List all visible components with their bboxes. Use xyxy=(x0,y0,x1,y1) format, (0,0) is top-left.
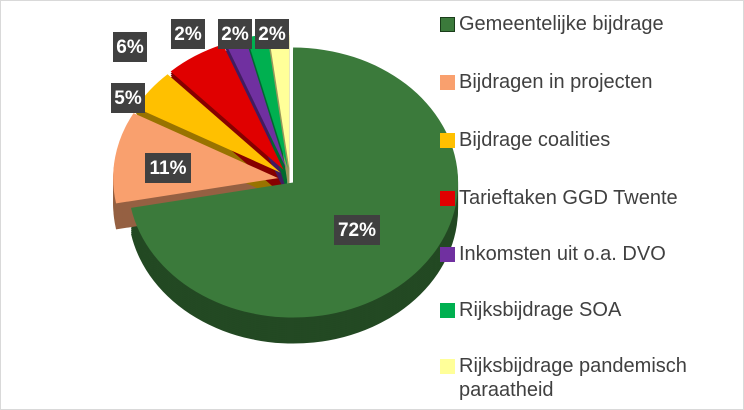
data-label: 2% xyxy=(258,24,286,45)
legend-swatch xyxy=(440,359,455,374)
legend-swatch xyxy=(440,303,455,318)
data-label-box xyxy=(145,153,191,183)
pie xyxy=(113,33,459,344)
slice xyxy=(170,44,284,170)
legend-label: Gemeentelijke bijdrage xyxy=(459,13,664,35)
data-label-box xyxy=(111,83,145,113)
slice xyxy=(225,37,287,169)
data-label-box xyxy=(334,215,380,245)
legend-item: Tarieftaken GGD Twente xyxy=(440,186,725,210)
data-label: 6% xyxy=(116,37,144,58)
legend-label: Rijksbijdrage SOA xyxy=(459,299,622,321)
legend-item: Bijdrage coalities xyxy=(440,128,725,152)
legend-label: Rijksbijdrage pandemisch paraatheid xyxy=(459,355,687,401)
legend-item: Rijksbijdrage pandemisch paraatheid xyxy=(440,354,725,402)
slice xyxy=(135,74,281,173)
legend-item: Rijksbijdrage SOA xyxy=(440,298,725,322)
data-label: 5% xyxy=(114,88,142,109)
slice xyxy=(131,47,459,318)
data-label: 2% xyxy=(174,24,202,45)
legend-swatch xyxy=(440,17,455,32)
data-label-box xyxy=(113,32,147,62)
legend-label: Inkomsten uit o.a. DVO xyxy=(459,243,666,265)
data-label: 2% xyxy=(221,24,249,45)
legend-swatch xyxy=(440,75,455,90)
data-label-box xyxy=(255,19,289,49)
legend-item: Bijdragen in projecten xyxy=(440,70,725,94)
legend-swatch xyxy=(440,247,455,262)
legend-swatch xyxy=(440,191,455,206)
legend-label: Tarieftaken GGD Twente xyxy=(459,187,678,209)
legend-item: Gemeentelijke bijdrage xyxy=(440,12,725,36)
legend-label: Bijdragen in projecten xyxy=(459,71,653,93)
legend-swatch xyxy=(440,133,455,148)
slice xyxy=(268,33,290,169)
data-label: 72% xyxy=(338,220,376,241)
data-label: 11% xyxy=(150,158,187,179)
legend-item: Inkomsten uit o.a. DVO xyxy=(440,242,725,266)
slice xyxy=(246,34,288,169)
legend-label: Bijdrage coalities xyxy=(459,129,611,151)
data-label-box xyxy=(218,19,252,49)
data-label-box xyxy=(171,19,205,49)
